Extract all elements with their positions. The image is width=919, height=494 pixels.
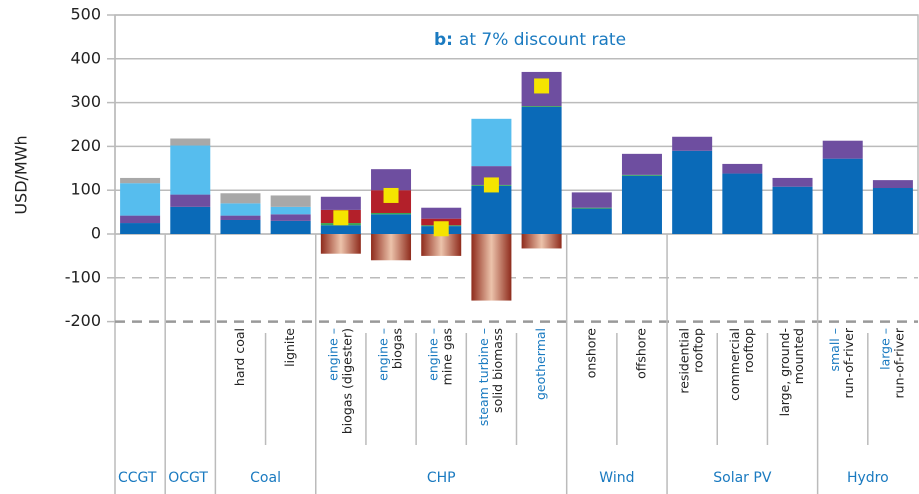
negative-bar <box>471 234 512 301</box>
x-tick-label: lignite <box>282 328 297 367</box>
y-tick-label: 300 <box>70 92 101 111</box>
bar-segment <box>471 185 512 234</box>
x-tick-label: large, ground- <box>777 328 792 416</box>
bar-segment <box>571 192 612 208</box>
y-tick-label: 500 <box>70 5 101 24</box>
x-tick-label: mine gas <box>440 328 455 385</box>
x-tick-label: residential <box>677 328 692 394</box>
group-label: Wind <box>599 470 634 486</box>
x-tick-label: rooftop <box>741 328 756 373</box>
bar-segment <box>521 106 562 107</box>
annotation-bold: b: <box>434 30 453 50</box>
bar-segment <box>772 177 813 187</box>
bar-segment <box>571 207 612 209</box>
bar-segment <box>571 208 612 234</box>
net-marker <box>383 187 399 203</box>
bar-segment <box>120 215 161 224</box>
y-tick-label: 100 <box>70 180 101 199</box>
y-tick-label: -200 <box>65 311 101 330</box>
bar-segment <box>722 173 763 234</box>
bar-segment <box>220 203 261 216</box>
x-tick-label: engine – <box>426 328 441 381</box>
group-label: Hydro <box>847 470 889 486</box>
bar-segment <box>170 206 211 234</box>
bar-segment <box>270 220 311 234</box>
y-tick-label: 0 <box>91 224 101 243</box>
bar-segment <box>621 175 662 234</box>
x-tick-label: steam turbine – <box>476 328 491 426</box>
y-tick-label: 400 <box>70 48 101 67</box>
bar-segment <box>270 195 311 207</box>
x-tick-label: engine – <box>325 328 340 381</box>
bar-segment <box>170 194 211 207</box>
x-tick-label: commercial <box>727 328 742 401</box>
bar-segment <box>822 140 863 159</box>
bar-segment <box>772 186 813 234</box>
negative-bar <box>320 234 361 254</box>
annotation-text: at 7% discount rate <box>459 30 626 50</box>
bar-segment <box>421 207 462 219</box>
bar-segment <box>872 188 913 234</box>
annotation: b: at 7% discount rate <box>434 30 626 50</box>
x-tick-label: hard coal <box>232 328 247 386</box>
group-label: Coal <box>250 470 281 486</box>
bar-segment <box>471 166 512 185</box>
bar-segment <box>672 150 713 234</box>
bar-segment <box>722 163 763 174</box>
x-tick-label: engine – <box>376 328 391 381</box>
bar-segment <box>220 219 261 234</box>
net-marker <box>534 78 550 94</box>
bar-segment <box>621 153 662 175</box>
bar-segment <box>621 174 662 176</box>
bar-segment <box>320 196 361 210</box>
x-tick-label: run-of-river <box>891 327 906 398</box>
bar-segment <box>120 177 161 184</box>
x-tick-label: rooftop <box>691 328 706 373</box>
bar-segment <box>471 118 512 167</box>
negative-bar <box>521 234 562 249</box>
group-label: Solar PV <box>713 470 772 486</box>
net-marker <box>333 210 349 226</box>
net-marker <box>433 221 449 237</box>
x-tick-label: biogas (digester) <box>339 328 354 434</box>
bar-segment <box>872 180 913 189</box>
bar-segment <box>672 136 713 151</box>
bar-segment <box>270 206 311 215</box>
bar-segment <box>371 212 412 215</box>
bar-segment <box>822 158 863 234</box>
bar-segment <box>371 169 412 191</box>
bar-segment <box>371 214 412 234</box>
bar-segment <box>170 145 211 195</box>
negative-bar <box>421 234 462 256</box>
x-tick-label: run-of-river <box>841 327 856 398</box>
y-tick-label: 200 <box>70 136 101 155</box>
x-tick-label: solid biomass <box>490 328 505 413</box>
bar-segment <box>170 138 211 146</box>
y-axis-label: USD/MWh <box>12 135 31 214</box>
x-tick-label: small – <box>827 328 842 372</box>
group-label: CHP <box>427 470 456 486</box>
bar-segment <box>120 183 161 216</box>
bar-segment <box>320 225 361 234</box>
bar-segment <box>120 223 161 234</box>
group-label: CCGT <box>118 470 157 486</box>
x-tick-label: biogas <box>390 328 405 369</box>
net-marker <box>483 177 499 193</box>
negative-bar <box>371 234 412 261</box>
y-tick-label: -100 <box>65 267 101 286</box>
bar-segment <box>521 106 562 234</box>
bar-segment <box>220 193 261 204</box>
x-tick-label: large – <box>877 328 892 370</box>
bar-segment <box>220 215 261 220</box>
x-tick-label: geothermal <box>533 328 548 400</box>
x-tick-label: mounted <box>791 328 806 384</box>
x-tick-label: offshore <box>633 328 648 379</box>
bar-segment <box>270 214 311 221</box>
x-tick-label: onshore <box>583 328 598 379</box>
group-label: OCGT <box>168 470 208 486</box>
